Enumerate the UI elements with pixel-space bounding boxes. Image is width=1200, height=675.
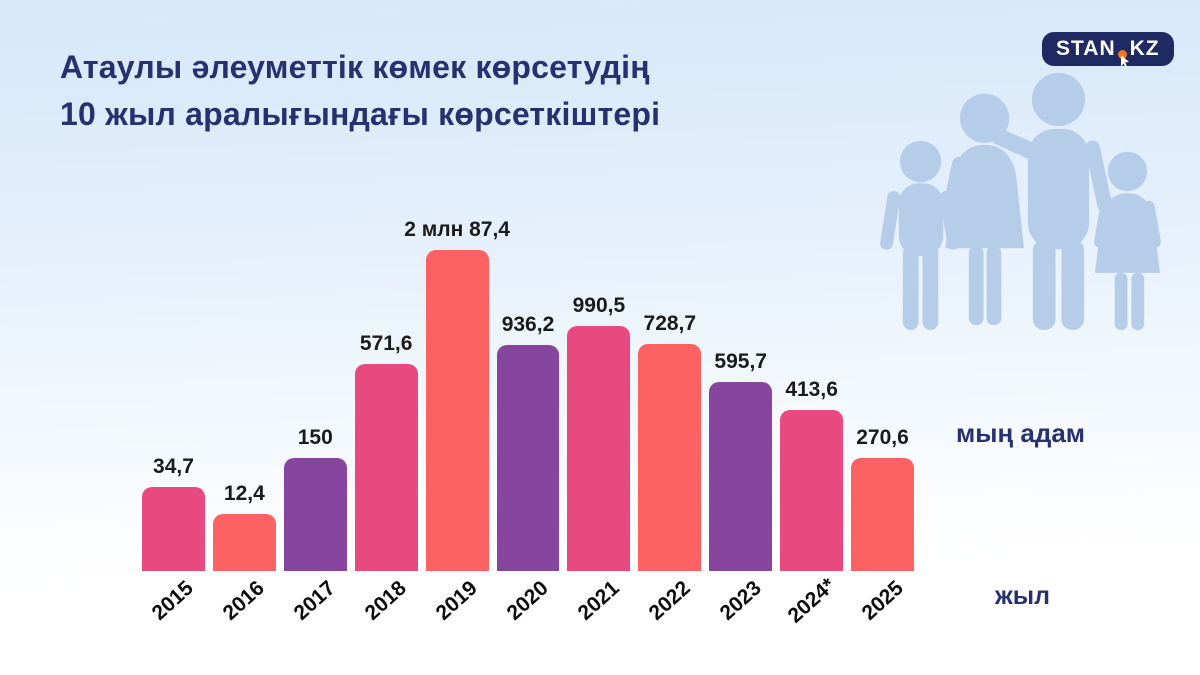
bar-value-label-2016: 12,4 — [223, 482, 265, 505]
bar-column-2025: 270,6 2025 — [851, 426, 914, 625]
x-tick-label-2015: 2015 — [148, 576, 199, 625]
bar-column-2022: 728,7 2022 — [638, 312, 702, 625]
bar-chart: 34,7 2015 12,4 2016 150 2017 571,6 2018 2 млн 87… — [142, 218, 914, 628]
x-tick-label-2025: 2025 — [857, 576, 908, 625]
bar-2021 — [567, 326, 631, 571]
bar-2022 — [638, 344, 702, 571]
bar-column-2015: 34,7 2015 — [142, 455, 205, 625]
x-tick-label-2021: 2021 — [573, 576, 624, 625]
bar-column-2019: 2 млн 87,4 2019 — [404, 218, 510, 625]
page-title: Атаулы әлеуметтік көмек көрсетудің 10 жы… — [60, 44, 660, 138]
bar-column-2018: 571,6 2018 — [354, 332, 418, 625]
bar-2025 — [851, 458, 914, 571]
x-axis-label: жыл — [995, 582, 1050, 610]
bar-2017 — [283, 458, 347, 571]
bar-column-2021: 990,5 2021 — [567, 294, 631, 625]
logo-cursor-icon — [1116, 32, 1130, 67]
bar-2020 — [496, 345, 560, 571]
x-tick-label-2024: 2024* — [783, 573, 840, 628]
logo-text-left: STAN — [1056, 37, 1116, 60]
bar-value-label-2021: 990,5 — [572, 294, 626, 317]
logo-text-right: KZ — [1129, 37, 1160, 60]
bar-2018 — [354, 364, 418, 571]
x-tick-label-2023: 2023 — [715, 576, 766, 625]
x-tick-label-2017: 2017 — [289, 576, 340, 625]
bar-value-label-2017: 150 — [297, 426, 333, 449]
bar-value-label-2020: 936,2 — [501, 313, 555, 336]
bar-value-label-2025: 270,6 — [856, 426, 909, 449]
bar-column-2016: 12,4 2016 — [212, 482, 276, 625]
bar-2023 — [709, 382, 773, 571]
bar-2016 — [212, 514, 276, 571]
bar-2015 — [142, 487, 205, 571]
y-axis-unit-label: мың адам — [956, 418, 1086, 448]
bar-column-2023: 595,7 2023 — [709, 350, 773, 625]
bar-value-label-2024: 413,6 — [785, 378, 838, 401]
x-tick-label-2019: 2019 — [431, 576, 482, 625]
bar-value-label-2023: 595,7 — [714, 350, 767, 373]
x-tick-label-2020: 2020 — [502, 576, 553, 625]
bar-2019 — [425, 250, 489, 571]
mouse-pointer-icon — [1120, 55, 1129, 67]
bar-value-label-2022: 728,7 — [643, 312, 697, 335]
bar-column-2024: 413,6 2024* — [780, 378, 844, 628]
page-title-line1: Атаулы әлеуметтік көмек көрсетудің — [60, 49, 650, 85]
bar-value-label-2015: 34,7 — [153, 455, 194, 478]
bar-value-label-2019: 2 млн 87,4 — [404, 218, 510, 241]
x-tick-label-2022: 2022 — [644, 576, 695, 625]
bar-2024 — [780, 410, 844, 571]
x-tick-label-2018: 2018 — [360, 576, 411, 625]
bar-column-2020: 936,2 2020 — [496, 313, 560, 625]
page-title-line2: 10 жыл аралығындағы көрсеткіштері — [60, 96, 661, 132]
bar-value-label-2018: 571,6 — [359, 332, 413, 355]
family-silhouette-illustration — [880, 72, 1161, 331]
stan-kz-logo: STAN KZ — [1042, 32, 1174, 67]
bar-column-2017: 150 2017 — [283, 426, 347, 625]
logo-dot — [1117, 50, 1127, 59]
x-tick-label-2016: 2016 — [218, 576, 270, 625]
